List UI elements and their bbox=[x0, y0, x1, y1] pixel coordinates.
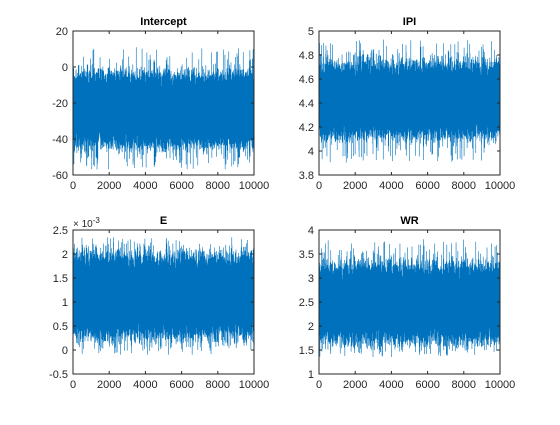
x-tick-label: 6000 bbox=[169, 180, 193, 192]
x-tick-label: 10000 bbox=[485, 379, 516, 391]
y-tick-label: -60 bbox=[52, 170, 68, 182]
y-tick-label: 4.4 bbox=[299, 98, 314, 110]
panel-ipi: 0 2000 4000 6000 8000 10000 3.8 4 4.2 4.4 4.6 4.8 5 I… bbox=[299, 16, 516, 192]
x-tick-label: 4000 bbox=[133, 379, 157, 391]
y-exponent-base: × 10 bbox=[73, 219, 93, 230]
x-tick-label: 0 bbox=[70, 379, 76, 391]
x-tick-label: 2000 bbox=[343, 379, 367, 391]
y-tick-label: 3.8 bbox=[299, 170, 314, 182]
y-tick-label: 1 bbox=[62, 297, 68, 309]
x-tick-label: 8000 bbox=[206, 379, 230, 391]
y-tick-label: 4.6 bbox=[299, 74, 314, 86]
y-tick-label: 3.5 bbox=[299, 249, 314, 261]
panel-e: 0 2000 4000 6000 8000 10000-0.500.511.522.5× … bbox=[49, 215, 269, 391]
x-tick-label: 0 bbox=[70, 180, 76, 192]
y-tick-label: 0.5 bbox=[53, 321, 68, 333]
x-tick-label: 2000 bbox=[343, 180, 367, 192]
y-tick-label: 4.8 bbox=[299, 50, 314, 62]
y-tick-label: -20 bbox=[52, 98, 68, 110]
panel-title: IPI bbox=[403, 16, 416, 28]
y-tick-label: 1.5 bbox=[53, 273, 68, 285]
x-tick-label: 4000 bbox=[133, 180, 157, 192]
x-tick-label: 4000 bbox=[379, 379, 403, 391]
x-tick-label: 4000 bbox=[379, 180, 403, 192]
x-tick-label: 2000 bbox=[97, 379, 121, 391]
y-tick-label: 20 bbox=[56, 26, 68, 38]
panel-title: E bbox=[160, 215, 167, 227]
panel-wr: 0 2000 4000 6000 8000 10000 1 1.5 2 2.5 3 3.5 4 WR bbox=[299, 215, 516, 391]
y-exponent-power: -3 bbox=[93, 216, 101, 225]
x-tick-label: 6000 bbox=[415, 379, 439, 391]
y-tick-label: -40 bbox=[52, 134, 68, 146]
x-tick-label: 0 bbox=[316, 180, 322, 192]
x-tick-label: 10000 bbox=[239, 180, 270, 192]
y-tick-label: 5 bbox=[308, 26, 314, 38]
y-tick-label: 1.5 bbox=[299, 345, 314, 357]
x-tick-label: 10000 bbox=[485, 180, 516, 192]
x-tick-label: 10000 bbox=[239, 379, 270, 391]
y-tick-label: 4 bbox=[308, 146, 314, 158]
x-tick-label: 0 bbox=[316, 379, 322, 391]
y-tick-label: 4.2 bbox=[299, 122, 314, 134]
x-tick-label: 8000 bbox=[206, 180, 230, 192]
x-tick-label: 8000 bbox=[452, 379, 476, 391]
y-tick-label: 3 bbox=[308, 273, 314, 285]
panel-title: Intercept bbox=[140, 16, 187, 28]
y-tick-label: 4 bbox=[308, 225, 314, 237]
y-tick-label: 2 bbox=[62, 249, 68, 261]
y-tick-label: 2.5 bbox=[53, 225, 68, 237]
y-tick-label: -0.5 bbox=[49, 369, 68, 381]
y-tick-label: 0 bbox=[62, 345, 68, 357]
y-tick-label: 0 bbox=[62, 62, 68, 74]
panel-title: WR bbox=[400, 215, 418, 227]
x-tick-label: 8000 bbox=[452, 180, 476, 192]
x-tick-label: 2000 bbox=[97, 180, 121, 192]
y-tick-label: 1 bbox=[308, 369, 314, 381]
x-tick-label: 6000 bbox=[169, 379, 193, 391]
y-tick-label: 2.5 bbox=[299, 297, 314, 309]
y-exponent-label: × 10-3 bbox=[73, 216, 100, 230]
panel-intercept: 0 2000 4000 6000 8000 10000 -60 -40 -20 0 20 Interc… bbox=[52, 16, 269, 192]
y-tick-label: 2 bbox=[308, 321, 314, 333]
x-tick-label: 6000 bbox=[415, 180, 439, 192]
